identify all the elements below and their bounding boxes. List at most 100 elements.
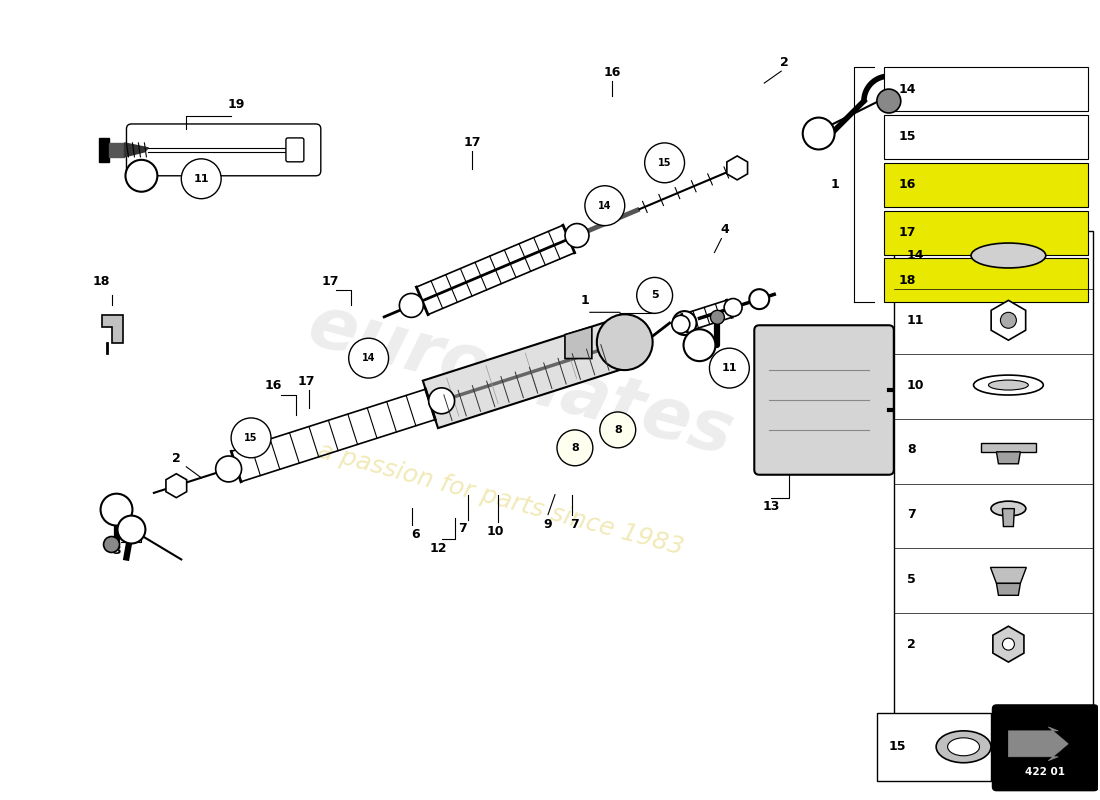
Polygon shape [1009,727,1068,761]
Text: 5: 5 [906,573,915,586]
Circle shape [565,223,588,247]
Circle shape [597,314,652,370]
Circle shape [600,412,636,448]
Text: 15: 15 [658,158,671,168]
Polygon shape [99,138,109,162]
Text: 9: 9 [543,518,552,530]
Text: 18: 18 [899,274,916,287]
Text: 14: 14 [598,201,612,210]
Text: 7: 7 [906,508,915,521]
Text: 4: 4 [720,222,729,235]
Text: 16: 16 [603,66,620,79]
Ellipse shape [947,738,979,756]
FancyBboxPatch shape [883,210,1088,254]
Text: 16: 16 [264,379,282,392]
Text: 2: 2 [906,638,915,650]
FancyBboxPatch shape [883,163,1088,206]
FancyBboxPatch shape [877,713,991,781]
Text: 11: 11 [194,174,209,184]
Text: 10: 10 [486,525,504,538]
Text: 3: 3 [112,545,121,558]
Polygon shape [990,567,1026,583]
Polygon shape [422,318,632,428]
Text: 422 01: 422 01 [1025,766,1065,777]
Circle shape [637,278,672,314]
Circle shape [1000,312,1016,328]
Circle shape [585,186,625,226]
Text: 2: 2 [172,452,180,465]
Text: 11: 11 [906,314,924,326]
Ellipse shape [991,501,1026,516]
Ellipse shape [989,380,1028,390]
Circle shape [349,338,388,378]
Polygon shape [124,143,148,157]
Text: 1: 1 [581,294,590,307]
Text: 8: 8 [906,443,915,456]
Polygon shape [565,326,592,358]
Circle shape [672,311,696,335]
Text: 11: 11 [722,363,737,373]
Circle shape [103,537,120,553]
Circle shape [118,515,145,543]
Text: 15: 15 [899,130,916,143]
Circle shape [557,430,593,466]
Circle shape [399,294,424,318]
FancyBboxPatch shape [883,67,1088,111]
Text: 14: 14 [899,82,916,95]
Circle shape [683,330,715,361]
Polygon shape [980,443,1036,452]
FancyBboxPatch shape [755,326,894,474]
FancyBboxPatch shape [286,138,304,162]
Text: 18: 18 [92,275,110,288]
Text: 17: 17 [297,375,315,388]
Text: 8: 8 [571,443,579,453]
Text: 15: 15 [244,433,257,443]
FancyBboxPatch shape [883,258,1088,302]
Circle shape [182,159,221,198]
Circle shape [710,348,749,388]
Circle shape [216,456,242,482]
Text: 1: 1 [830,178,839,191]
Circle shape [125,160,157,192]
Circle shape [672,315,690,334]
Circle shape [711,310,725,324]
Polygon shape [109,143,124,157]
Text: 7: 7 [458,522,466,534]
Text: 13: 13 [762,500,780,513]
Text: 8: 8 [614,425,622,435]
Circle shape [100,494,132,526]
Ellipse shape [971,243,1046,268]
Polygon shape [997,452,1021,464]
Circle shape [1002,638,1014,650]
Text: 17: 17 [463,136,481,149]
Text: 19: 19 [228,98,245,111]
Circle shape [231,418,271,458]
Text: 7: 7 [571,518,580,530]
FancyBboxPatch shape [126,124,321,176]
Circle shape [877,89,901,113]
Polygon shape [101,315,123,343]
Circle shape [429,388,454,414]
Polygon shape [288,140,301,160]
Ellipse shape [974,375,1043,395]
Text: 10: 10 [906,378,924,391]
Text: 14: 14 [906,249,924,262]
Text: 6: 6 [411,527,420,541]
Circle shape [724,298,743,317]
Text: 5: 5 [651,290,659,300]
Ellipse shape [936,731,991,762]
Text: 14: 14 [362,353,375,363]
Text: 15: 15 [889,740,906,754]
Circle shape [645,143,684,182]
Text: 17: 17 [322,275,340,288]
FancyBboxPatch shape [894,230,1093,744]
Polygon shape [1002,509,1014,526]
FancyBboxPatch shape [883,115,1088,159]
Circle shape [803,118,835,150]
Text: europlates: europlates [300,290,740,470]
FancyBboxPatch shape [992,705,1098,790]
Text: 12: 12 [430,542,447,554]
Circle shape [749,289,769,309]
Text: 2: 2 [780,56,789,69]
Text: a passion for parts since 1983: a passion for parts since 1983 [315,439,685,560]
